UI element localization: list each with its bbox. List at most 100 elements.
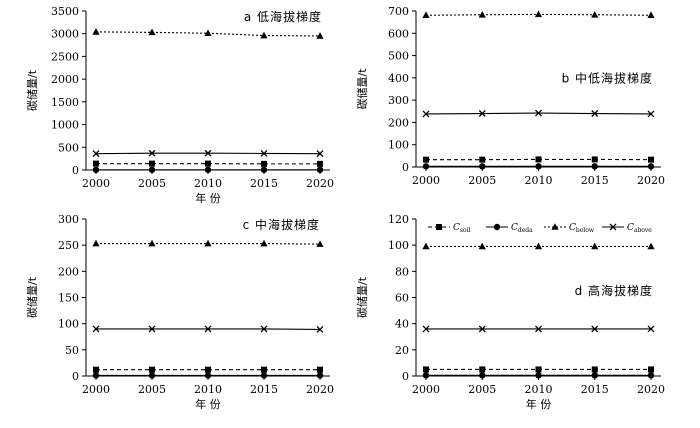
x-tick-label: 2005: [138, 383, 166, 396]
legend-label: Cdeda: [511, 223, 533, 234]
legend-item-deda: Cdeda: [486, 223, 533, 234]
legend-label: Cabove: [627, 223, 652, 234]
y-tick-label: 100: [388, 139, 409, 152]
data-point-below: [647, 11, 655, 19]
data-point-above: [591, 110, 599, 117]
series-above: [92, 325, 324, 333]
data-point-below: [148, 239, 156, 247]
data-point-soil: [149, 366, 155, 373]
data-point-deda: [422, 372, 430, 379]
data-point-above: [148, 149, 156, 157]
y-axis-title: 碳储量/t: [25, 69, 39, 111]
panel-title: c 中海拔梯度: [243, 217, 320, 232]
x-tick-label: 2005: [138, 177, 166, 190]
data-point-soil: [535, 366, 542, 373]
y-tick-label: 120: [388, 213, 409, 226]
x-tick-label: 2010: [194, 383, 222, 396]
x-tick-label: 2010: [525, 383, 553, 396]
y-axis-title: 碳储量/t: [355, 68, 369, 110]
panel-title: b 中低海拔梯度: [562, 70, 653, 85]
data-point-soil: [93, 160, 99, 167]
x-tick-label: 2015: [250, 383, 278, 396]
data-point-above: [478, 110, 486, 117]
data-point-soil: [591, 366, 598, 373]
y-tick-label: 0: [72, 370, 79, 383]
series-soil: [93, 160, 323, 167]
data-point-soil: [261, 366, 267, 373]
y-tick-label: 100: [388, 239, 409, 252]
data-point-soil: [317, 160, 323, 167]
data-point-below: [534, 242, 543, 250]
legend-marker: [551, 223, 559, 230]
data-point-above: [647, 110, 655, 118]
legend-marker: [609, 223, 617, 231]
data-point-below: [148, 28, 156, 36]
data-point-below: [534, 10, 543, 18]
legend: Csoil Cdeda Cbelow Cabove: [428, 223, 652, 234]
data-point-soil: [205, 160, 211, 167]
x-tick-label: 2020: [637, 174, 665, 187]
data-point-above: [422, 110, 430, 118]
data-point-deda: [591, 163, 598, 170]
data-point-soil: [423, 366, 429, 373]
data-point-deda: [479, 372, 486, 379]
data-point-below: [316, 32, 324, 39]
data-point-above: [591, 325, 599, 333]
y-tick-label: 400: [388, 72, 409, 85]
data-point-below: [316, 240, 324, 247]
data-point-deda: [204, 372, 212, 379]
x-tick-label: 2015: [581, 174, 609, 187]
data-point-above: [535, 109, 542, 117]
series-above: [422, 325, 655, 333]
series-above: [422, 109, 655, 118]
series-deda: [422, 163, 655, 170]
series-deda: [92, 166, 324, 173]
series-above: [92, 149, 324, 158]
y-tick-label: 1500: [51, 96, 79, 109]
series-deda: [422, 372, 655, 379]
y-tick-label: 250: [58, 239, 79, 252]
data-point-below: [260, 31, 268, 39]
y-axis-title: 碳储量/t: [355, 276, 369, 318]
y-tick-label: 0: [402, 161, 409, 174]
data-point-above: [478, 325, 486, 333]
legend-item-soil: Csoil: [428, 223, 471, 234]
data-point-above: [260, 325, 268, 333]
data-point-soil: [648, 156, 654, 163]
data-point-deda: [316, 166, 324, 173]
y-tick-label: 600: [388, 27, 409, 40]
data-point-deda: [535, 372, 542, 379]
y-tick-label: 3000: [51, 28, 79, 41]
x-tick-label: 2015: [581, 383, 609, 396]
x-tick-label: 2010: [194, 177, 222, 190]
y-tick-label: 100: [58, 318, 79, 331]
data-point-below: [204, 239, 212, 247]
x-tick-label: 2000: [82, 383, 110, 396]
data-point-soil: [535, 156, 542, 163]
data-point-below: [422, 11, 430, 19]
data-point-soil: [648, 366, 654, 373]
data-point-below: [478, 242, 486, 250]
y-tick-label: 40: [395, 318, 409, 331]
data-point-below: [478, 10, 486, 18]
data-point-deda: [647, 163, 655, 170]
x-tick-label: 2005: [468, 383, 496, 396]
y-tick-label: 2000: [51, 73, 79, 86]
y-tick-label: 2500: [51, 50, 79, 63]
data-point-deda: [92, 166, 100, 173]
data-point-soil: [479, 366, 486, 373]
data-point-deda: [591, 372, 598, 379]
y-tick-label: 20: [395, 344, 409, 357]
x-tick-label: 2015: [250, 177, 278, 190]
data-point-below: [591, 10, 599, 18]
data-point-above: [535, 325, 542, 333]
x-tick-label: 2000: [82, 177, 110, 190]
legend-item-above: Cabove: [602, 223, 652, 234]
legend-label: Cbelow: [569, 223, 595, 234]
data-point-soil: [317, 366, 323, 373]
x-axis-title: 年 份: [195, 191, 221, 205]
data-point-deda: [479, 163, 486, 170]
y-tick-label: 700: [388, 5, 409, 18]
x-tick-label: 2020: [306, 383, 334, 396]
